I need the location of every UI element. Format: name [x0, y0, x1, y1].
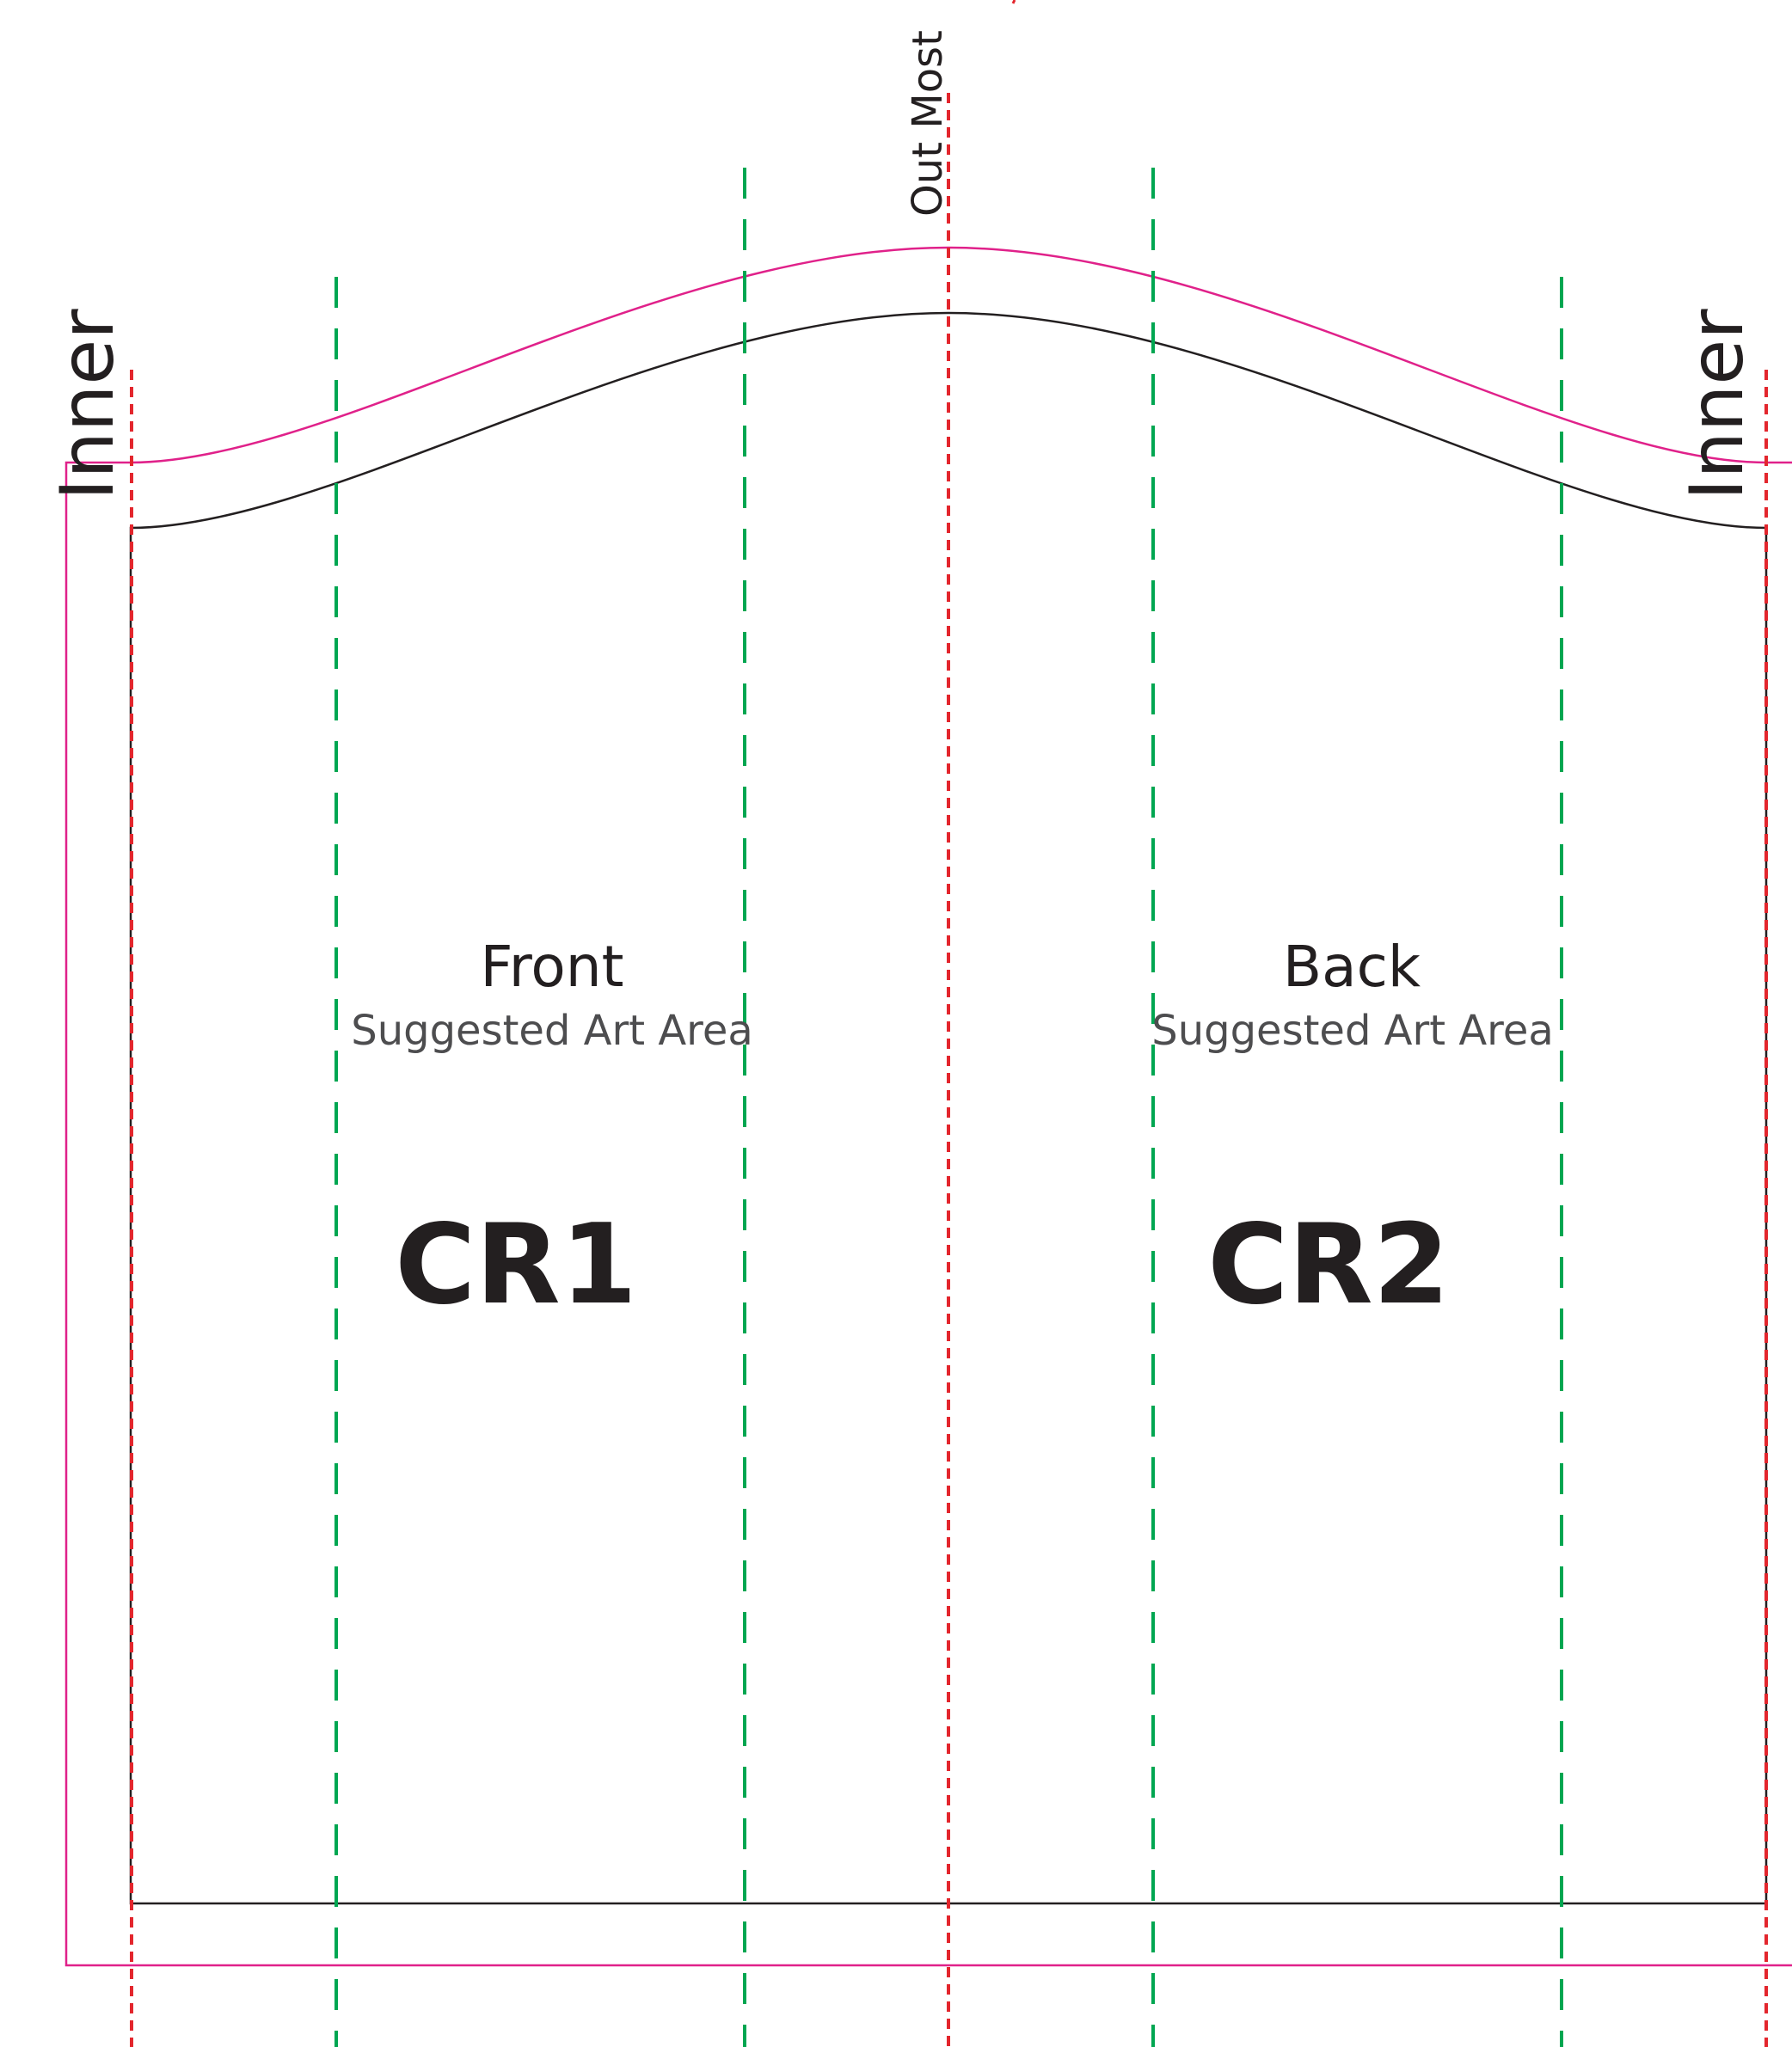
inner-left-label: Inner: [45, 309, 131, 500]
bleed-outline: [64, 246, 1792, 1967]
front-panel-code: CR1: [395, 1201, 637, 1329]
back-panel: Back Suggested Art Area CR2: [1151, 934, 1554, 1329]
trim-outline: [129, 311, 1768, 1905]
back-panel-code: CR2: [1207, 1201, 1450, 1329]
front-panel-title: Front: [481, 934, 624, 1000]
out-most-label: Out Most: [904, 30, 952, 217]
art-area-guides: [334, 168, 1563, 2047]
top-registration-tick: [1011, 0, 1016, 4]
back-art-area-label: Suggested Art Area: [1151, 1007, 1554, 1055]
back-panel-title: Back: [1283, 934, 1421, 1000]
inner-right-label: Inner: [1674, 309, 1760, 500]
fold-lines: [130, 93, 1768, 2047]
front-panel: Front Suggested Art Area CR1: [351, 934, 753, 1329]
front-art-area-label: Suggested Art Area: [351, 1007, 753, 1055]
